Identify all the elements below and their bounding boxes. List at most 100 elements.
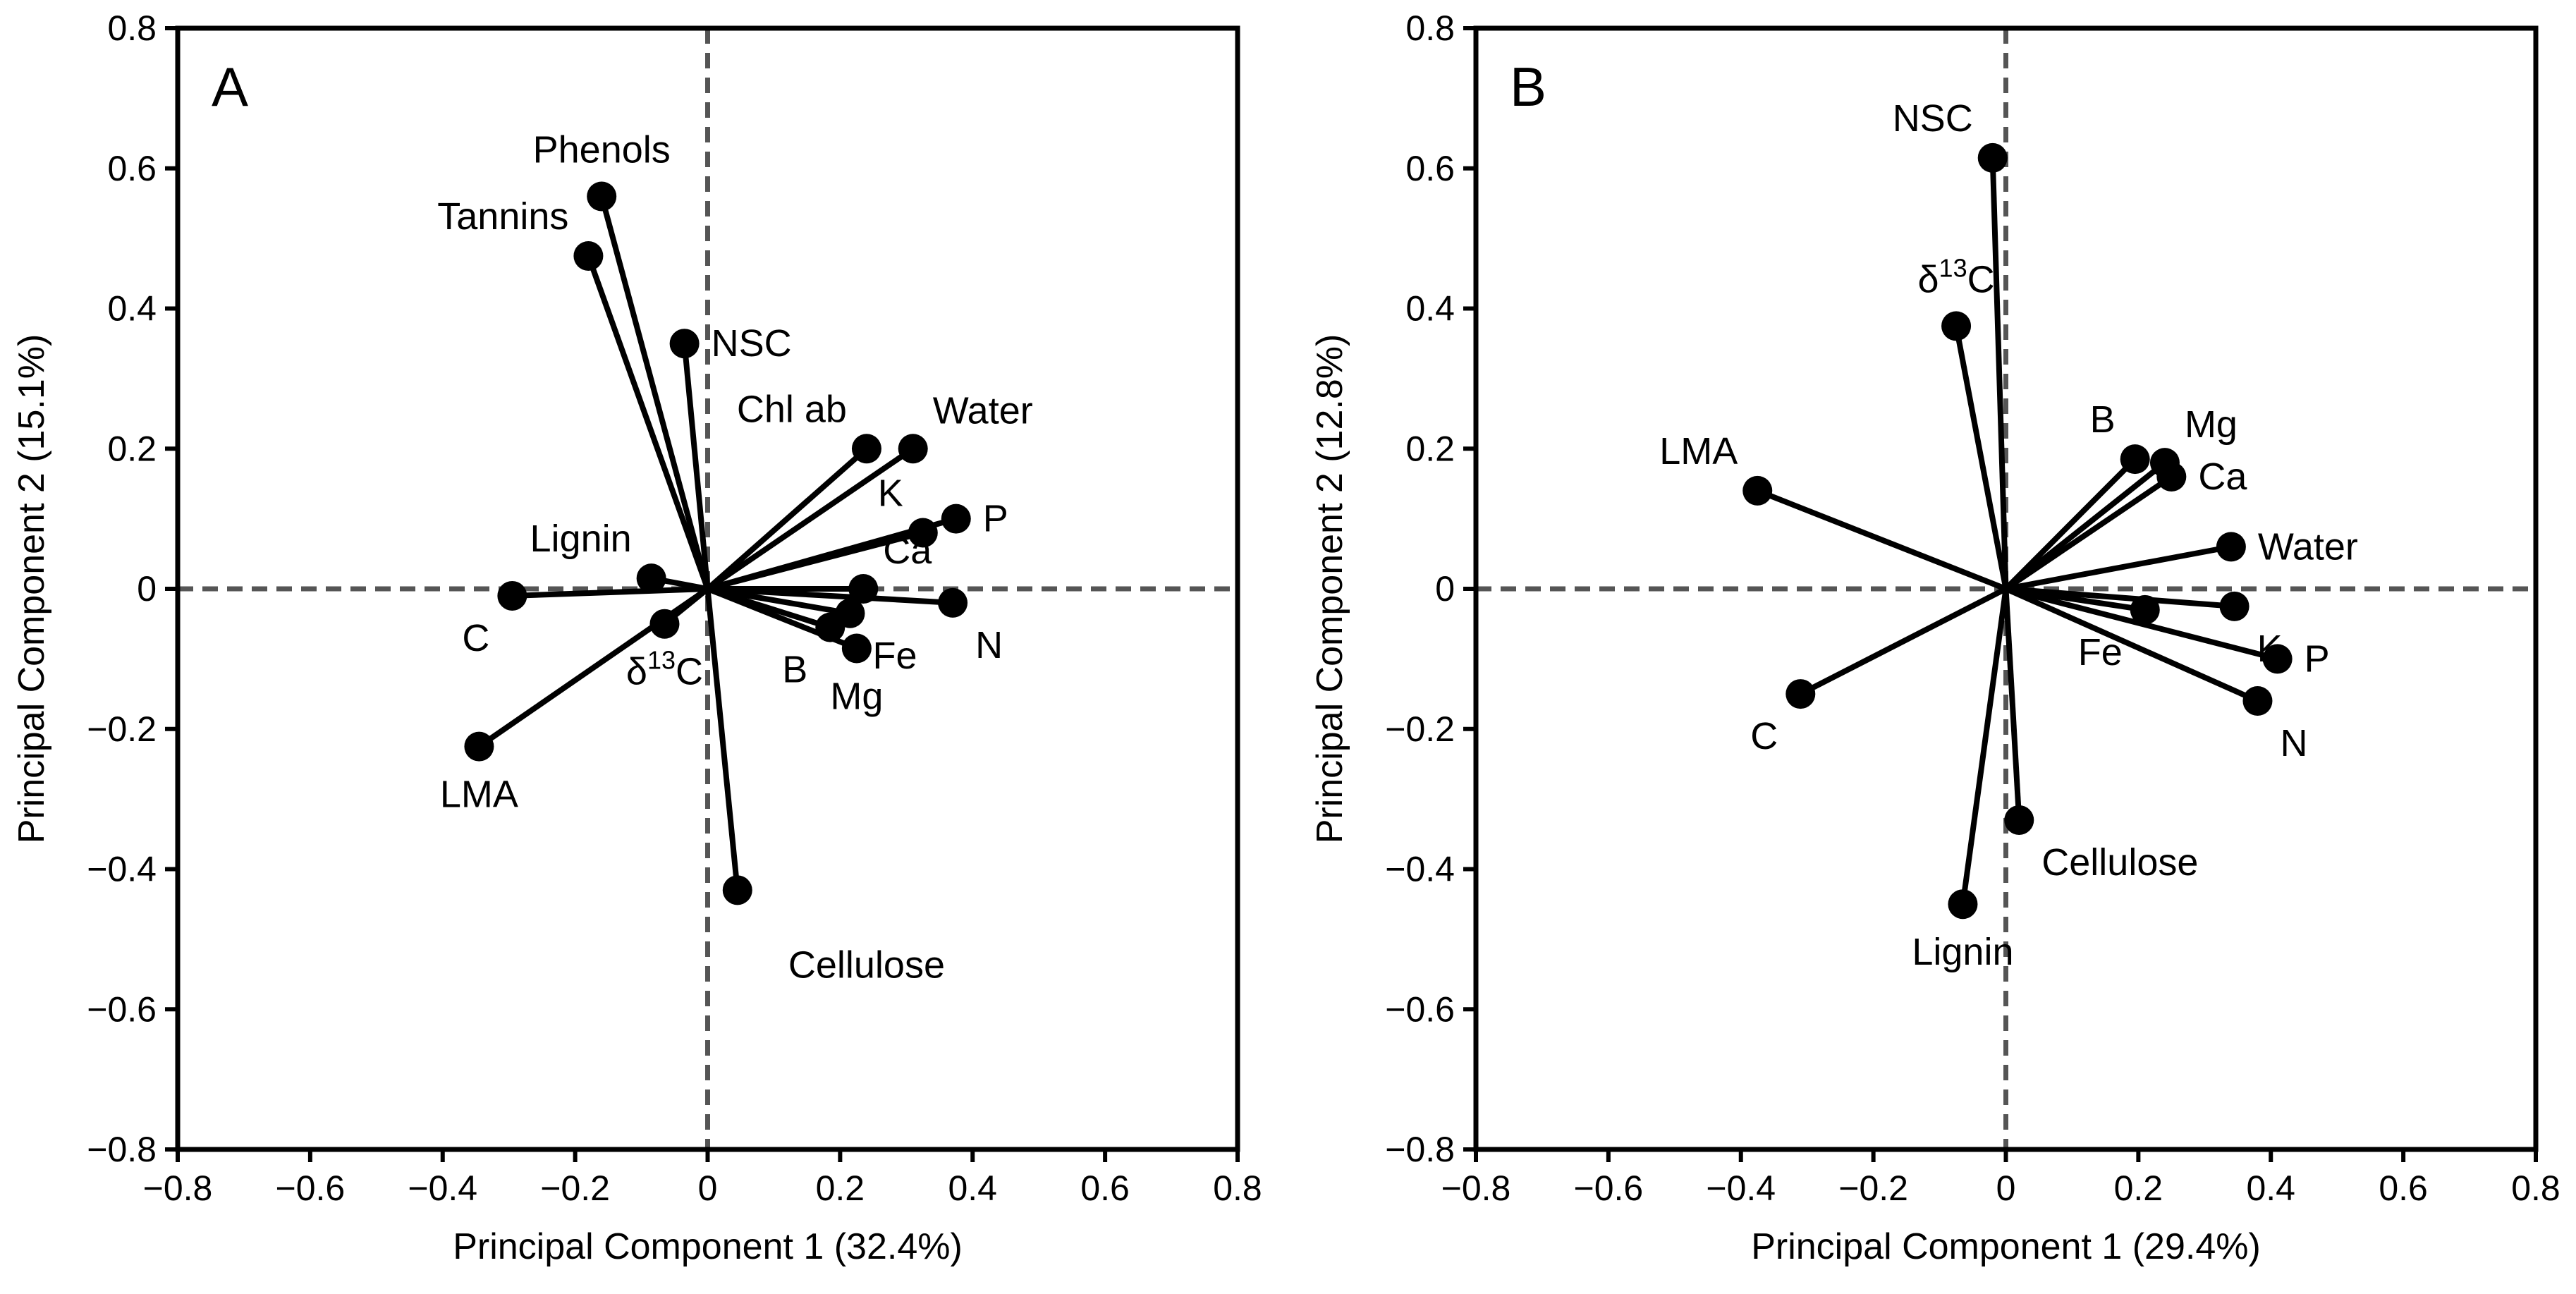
variable-label-lma: LMA bbox=[1659, 430, 1738, 472]
y-axis-title: Principal Component 2 (15.1%) bbox=[11, 334, 52, 844]
x-tick-label: −0.2 bbox=[1838, 1168, 1908, 1208]
y-tick-label: 0.6 bbox=[107, 149, 157, 188]
variable-label-n: N bbox=[2280, 722, 2307, 764]
plot-frame bbox=[175, 25, 1240, 1152]
variable-label-n: N bbox=[975, 624, 1003, 666]
variable-label-13c: δ13C bbox=[1917, 253, 1994, 300]
x-tick-label: −0.8 bbox=[1441, 1168, 1511, 1208]
variable-label-13c: δ13C bbox=[626, 646, 703, 693]
loading-vector-n bbox=[2004, 586, 2259, 704]
loading-point-ca bbox=[2156, 462, 2187, 492]
loading-point-p bbox=[941, 503, 971, 534]
x-axis-title: Principal Component 1 (29.4%) bbox=[1751, 1226, 2261, 1267]
loading-vector-water bbox=[2005, 544, 2232, 592]
y-tick-label: 0.8 bbox=[107, 8, 157, 48]
loading-point-lignin bbox=[1948, 889, 1978, 920]
loading-vector-cellulose bbox=[704, 588, 740, 891]
x-tick-label: 0.8 bbox=[1213, 1168, 1262, 1208]
y-tick-label: 0.8 bbox=[1405, 8, 1455, 48]
loading-vector-chl-ab bbox=[705, 446, 869, 592]
y-tick-label: −0.2 bbox=[87, 709, 157, 749]
loading-vector-n bbox=[707, 586, 953, 606]
variable-label-lma: LMA bbox=[440, 774, 518, 816]
variable-label-c: C bbox=[1750, 715, 1778, 757]
y-tick-label: 0.2 bbox=[107, 429, 157, 468]
loading-vector-water bbox=[706, 446, 915, 592]
variable-label-cellulose: Cellulose bbox=[788, 944, 945, 987]
variable-label-ca: Ca bbox=[883, 530, 932, 572]
variable-label-ca: Ca bbox=[2198, 456, 2247, 498]
y-tick-label: −0.4 bbox=[87, 850, 157, 889]
loading-vector-c bbox=[512, 586, 708, 599]
loading-vector-mg bbox=[707, 586, 858, 652]
x-tick-label: 0.4 bbox=[948, 1168, 997, 1208]
variable-label-c: C bbox=[462, 617, 489, 659]
x-tick-label: −0.4 bbox=[408, 1168, 477, 1208]
loading-vector-phenols bbox=[599, 195, 711, 590]
x-tick-label: −0.2 bbox=[540, 1168, 610, 1208]
loading-vector-cellulose bbox=[2003, 588, 2022, 821]
variable-label-b: B bbox=[2090, 398, 2116, 441]
x-tick-label: 0.2 bbox=[2114, 1168, 2163, 1208]
loading-vector-fe bbox=[707, 586, 851, 616]
y-tick-label: −0.8 bbox=[87, 1130, 157, 1169]
y-tick-label: 0 bbox=[137, 569, 157, 609]
x-tick-label: 0.2 bbox=[816, 1168, 865, 1208]
loading-point-cellulose bbox=[722, 875, 752, 905]
variable-label-b: B bbox=[782, 649, 807, 691]
loading-vector-p bbox=[2005, 586, 2278, 662]
variable-label-p: P bbox=[2305, 637, 2330, 680]
y-tick-label: −0.6 bbox=[87, 989, 157, 1029]
y-tick-label: 0.4 bbox=[107, 289, 157, 329]
loading-point-cellulose bbox=[2004, 805, 2034, 835]
x-tick-label: −0.6 bbox=[276, 1168, 346, 1208]
variable-label-mg: Mg bbox=[830, 675, 883, 717]
loading-vector-nsc bbox=[681, 343, 711, 590]
x-axis-title: Principal Component 1 (32.4%) bbox=[453, 1226, 963, 1267]
panel-label: A bbox=[212, 56, 248, 118]
variable-label-lignin: Lignin bbox=[530, 518, 632, 560]
y-axis-title: Principal Component 2 (12.8%) bbox=[1310, 334, 1350, 844]
loading-point-c bbox=[1786, 679, 1816, 709]
variable-label-tannins: Tannins bbox=[437, 195, 568, 238]
variable-label-water: Water bbox=[2258, 525, 2358, 568]
variable-label-k: K bbox=[878, 472, 903, 515]
loading-point-b bbox=[2120, 444, 2150, 475]
variable-label-fe: Fe bbox=[872, 635, 917, 677]
x-tick-label: 0 bbox=[1996, 1168, 2016, 1208]
loading-vector-lignin bbox=[1960, 588, 2009, 905]
x-tick-label: −0.6 bbox=[1574, 1168, 1644, 1208]
loading-point-lignin bbox=[636, 563, 666, 594]
plot-frame bbox=[1473, 25, 2539, 1152]
y-tick-label: 0 bbox=[1435, 569, 1455, 609]
x-tick-label: 0 bbox=[698, 1168, 718, 1208]
x-tick-label: 0.6 bbox=[2379, 1168, 2428, 1208]
variable-label-water: Water bbox=[933, 389, 1033, 432]
variable-label-phenols: Phenols bbox=[533, 129, 671, 171]
biplot-panel-a: −0.8−0.8 −0.6 −0.6 −0.4 −0.4 −0.2 −0.2 0 0 0.2 0.2… bbox=[11, 8, 1262, 1267]
loading-vector-ca bbox=[2004, 474, 2173, 592]
y-tick-label: 0.6 bbox=[1405, 149, 1455, 188]
loading-point-water bbox=[2216, 532, 2246, 562]
loading-point-water bbox=[898, 434, 928, 464]
y-tick-label: −0.4 bbox=[1385, 850, 1455, 889]
loading-point-lma bbox=[464, 731, 494, 762]
loading-point-13c bbox=[1941, 311, 1972, 341]
loading-point-phenols bbox=[587, 181, 617, 212]
variable-label-k: K bbox=[2257, 628, 2283, 670]
variable-label-fe: Fe bbox=[2078, 631, 2123, 673]
loading-point-c bbox=[497, 580, 527, 611]
variable-label-nsc: NSC bbox=[712, 322, 792, 365]
biplot-panel-b: −0.8−0.8 −0.6 −0.6 −0.4 −0.4 −0.2 −0.2 0 0 0.2 0.2… bbox=[1310, 8, 2560, 1267]
x-tick-label: −0.4 bbox=[1706, 1168, 1776, 1208]
y-tick-label: −0.8 bbox=[1385, 1130, 1455, 1169]
y-tick-label: 0.4 bbox=[1405, 289, 1455, 329]
loading-point-fe bbox=[2130, 594, 2160, 625]
loading-vector-p bbox=[707, 515, 957, 592]
x-tick-label: −0.8 bbox=[143, 1168, 213, 1208]
x-tick-label: 0.4 bbox=[2246, 1168, 2295, 1208]
loading-point-chl-ab bbox=[851, 434, 881, 464]
loading-point-nsc bbox=[1977, 142, 2008, 173]
variable-label-nsc: NSC bbox=[1893, 97, 1973, 140]
